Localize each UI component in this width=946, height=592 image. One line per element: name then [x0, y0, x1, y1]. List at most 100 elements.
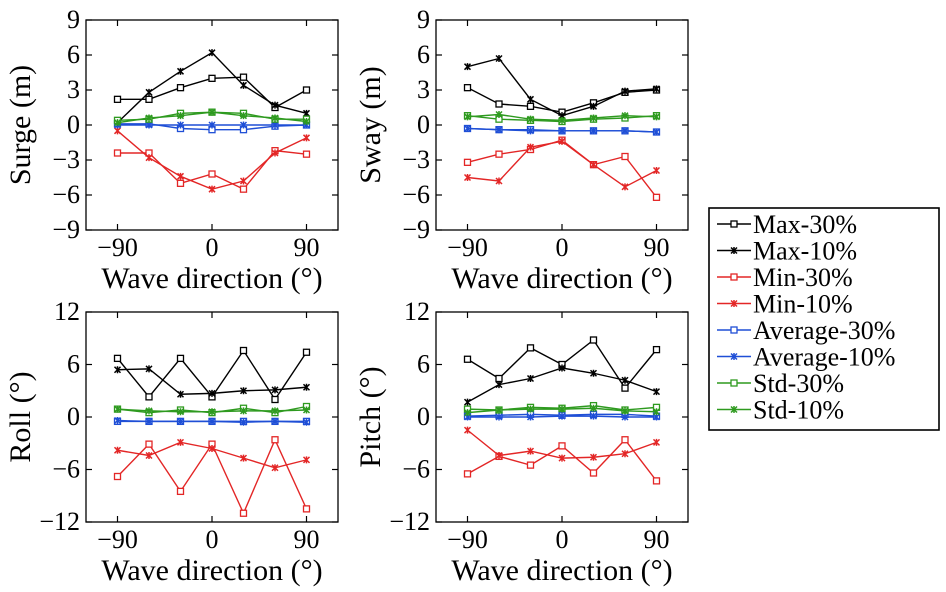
data-point — [589, 469, 598, 477]
data-point — [526, 374, 535, 383]
data-point — [271, 407, 279, 415]
data-point — [176, 84, 185, 92]
series-min-30pct — [113, 436, 311, 517]
data-point — [463, 173, 472, 182]
legend-box — [708, 207, 940, 431]
data-point — [621, 152, 629, 161]
data-point — [495, 451, 503, 460]
data-point — [176, 438, 185, 446]
data-point — [113, 416, 122, 425]
data-point — [302, 86, 311, 94]
x-tick-label: 0 — [206, 233, 219, 262]
legend-label: Min-30% — [753, 263, 853, 292]
x-tick-label: 0 — [206, 525, 219, 554]
y-tick-label: 0 — [417, 110, 430, 139]
data-point — [271, 101, 279, 109]
data-point — [302, 117, 311, 126]
y-tick-label: 6 — [67, 40, 80, 69]
data-point — [495, 100, 503, 108]
y-tick-label: −9 — [52, 215, 80, 244]
data-point — [145, 417, 153, 425]
data-point — [589, 404, 598, 412]
data-point — [463, 158, 472, 166]
data-point — [239, 121, 248, 129]
legend-label: Min-10% — [753, 290, 853, 319]
series-std-10pct — [463, 404, 661, 417]
data-point — [208, 408, 216, 416]
data-point — [652, 166, 661, 175]
data-point — [495, 177, 503, 185]
data-point — [113, 405, 122, 413]
data-point — [495, 54, 503, 63]
data-point — [621, 450, 629, 458]
x-tick-label: 90 — [644, 233, 670, 262]
legend-entry: Max-30% — [717, 210, 857, 239]
legend: Max-30%Max-10%Min-30%Min-10%Average-30%A… — [708, 207, 940, 431]
data-point — [176, 67, 185, 75]
y-axis-label: Sway (m) — [354, 66, 387, 183]
y-tick-label: 9 — [67, 5, 80, 34]
series-line — [467, 139, 658, 198]
data-point — [239, 454, 248, 462]
series-min-10pct — [463, 137, 661, 191]
series-min-30pct — [463, 136, 661, 201]
legend-entry: Std-30% — [717, 369, 844, 398]
data-point — [652, 128, 661, 136]
series-min-10pct — [113, 127, 311, 193]
data-point — [558, 116, 566, 124]
data-point — [176, 408, 185, 416]
y-tick-label: 12 — [54, 297, 80, 326]
data-point — [463, 426, 472, 434]
y-tick-label: 0 — [67, 402, 80, 431]
data-point — [239, 73, 248, 81]
series-std-10pct — [113, 108, 311, 127]
data-point — [589, 114, 598, 122]
data-point — [526, 102, 535, 110]
data-point — [652, 193, 661, 201]
data-point — [113, 472, 122, 481]
data-point — [526, 413, 535, 421]
data-point — [652, 113, 661, 121]
legend-entry: Average-30% — [717, 316, 895, 345]
data-point — [463, 409, 472, 417]
y-axis-label: Pitch (°) — [354, 366, 387, 467]
data-point — [208, 74, 216, 82]
data-point — [589, 102, 598, 110]
data-point — [302, 134, 311, 142]
data-point — [145, 365, 153, 373]
y-tick-label: −3 — [52, 145, 80, 174]
data-point — [239, 81, 248, 89]
legend-label: Average-30% — [753, 316, 895, 345]
data-point — [589, 127, 598, 135]
data-point — [652, 408, 661, 416]
data-point — [239, 407, 248, 415]
data-point — [302, 150, 311, 158]
data-point — [589, 336, 598, 344]
data-point — [495, 126, 503, 134]
data-point — [145, 451, 153, 460]
data-point — [145, 440, 153, 448]
y-tick-label: 0 — [417, 402, 430, 431]
series-max-10pct — [113, 365, 311, 398]
data-point — [271, 395, 279, 404]
data-point — [145, 88, 153, 96]
legend-marker — [730, 246, 738, 255]
data-point — [463, 470, 472, 478]
data-point — [463, 113, 472, 121]
y-tick-label: −12 — [389, 507, 430, 536]
data-point — [176, 112, 185, 120]
legend-entry: Std-10% — [717, 396, 844, 425]
y-tick-label: 0 — [67, 110, 80, 139]
data-point — [176, 354, 185, 363]
data-point — [302, 456, 311, 464]
x-axis-label: Wave direction (°) — [101, 262, 322, 295]
series-average-10pct — [113, 416, 311, 426]
data-point — [208, 121, 216, 129]
data-point — [589, 412, 598, 420]
x-axis-label: Wave direction (°) — [451, 262, 672, 295]
series-average-10pct — [463, 124, 661, 136]
data-point — [526, 115, 535, 123]
